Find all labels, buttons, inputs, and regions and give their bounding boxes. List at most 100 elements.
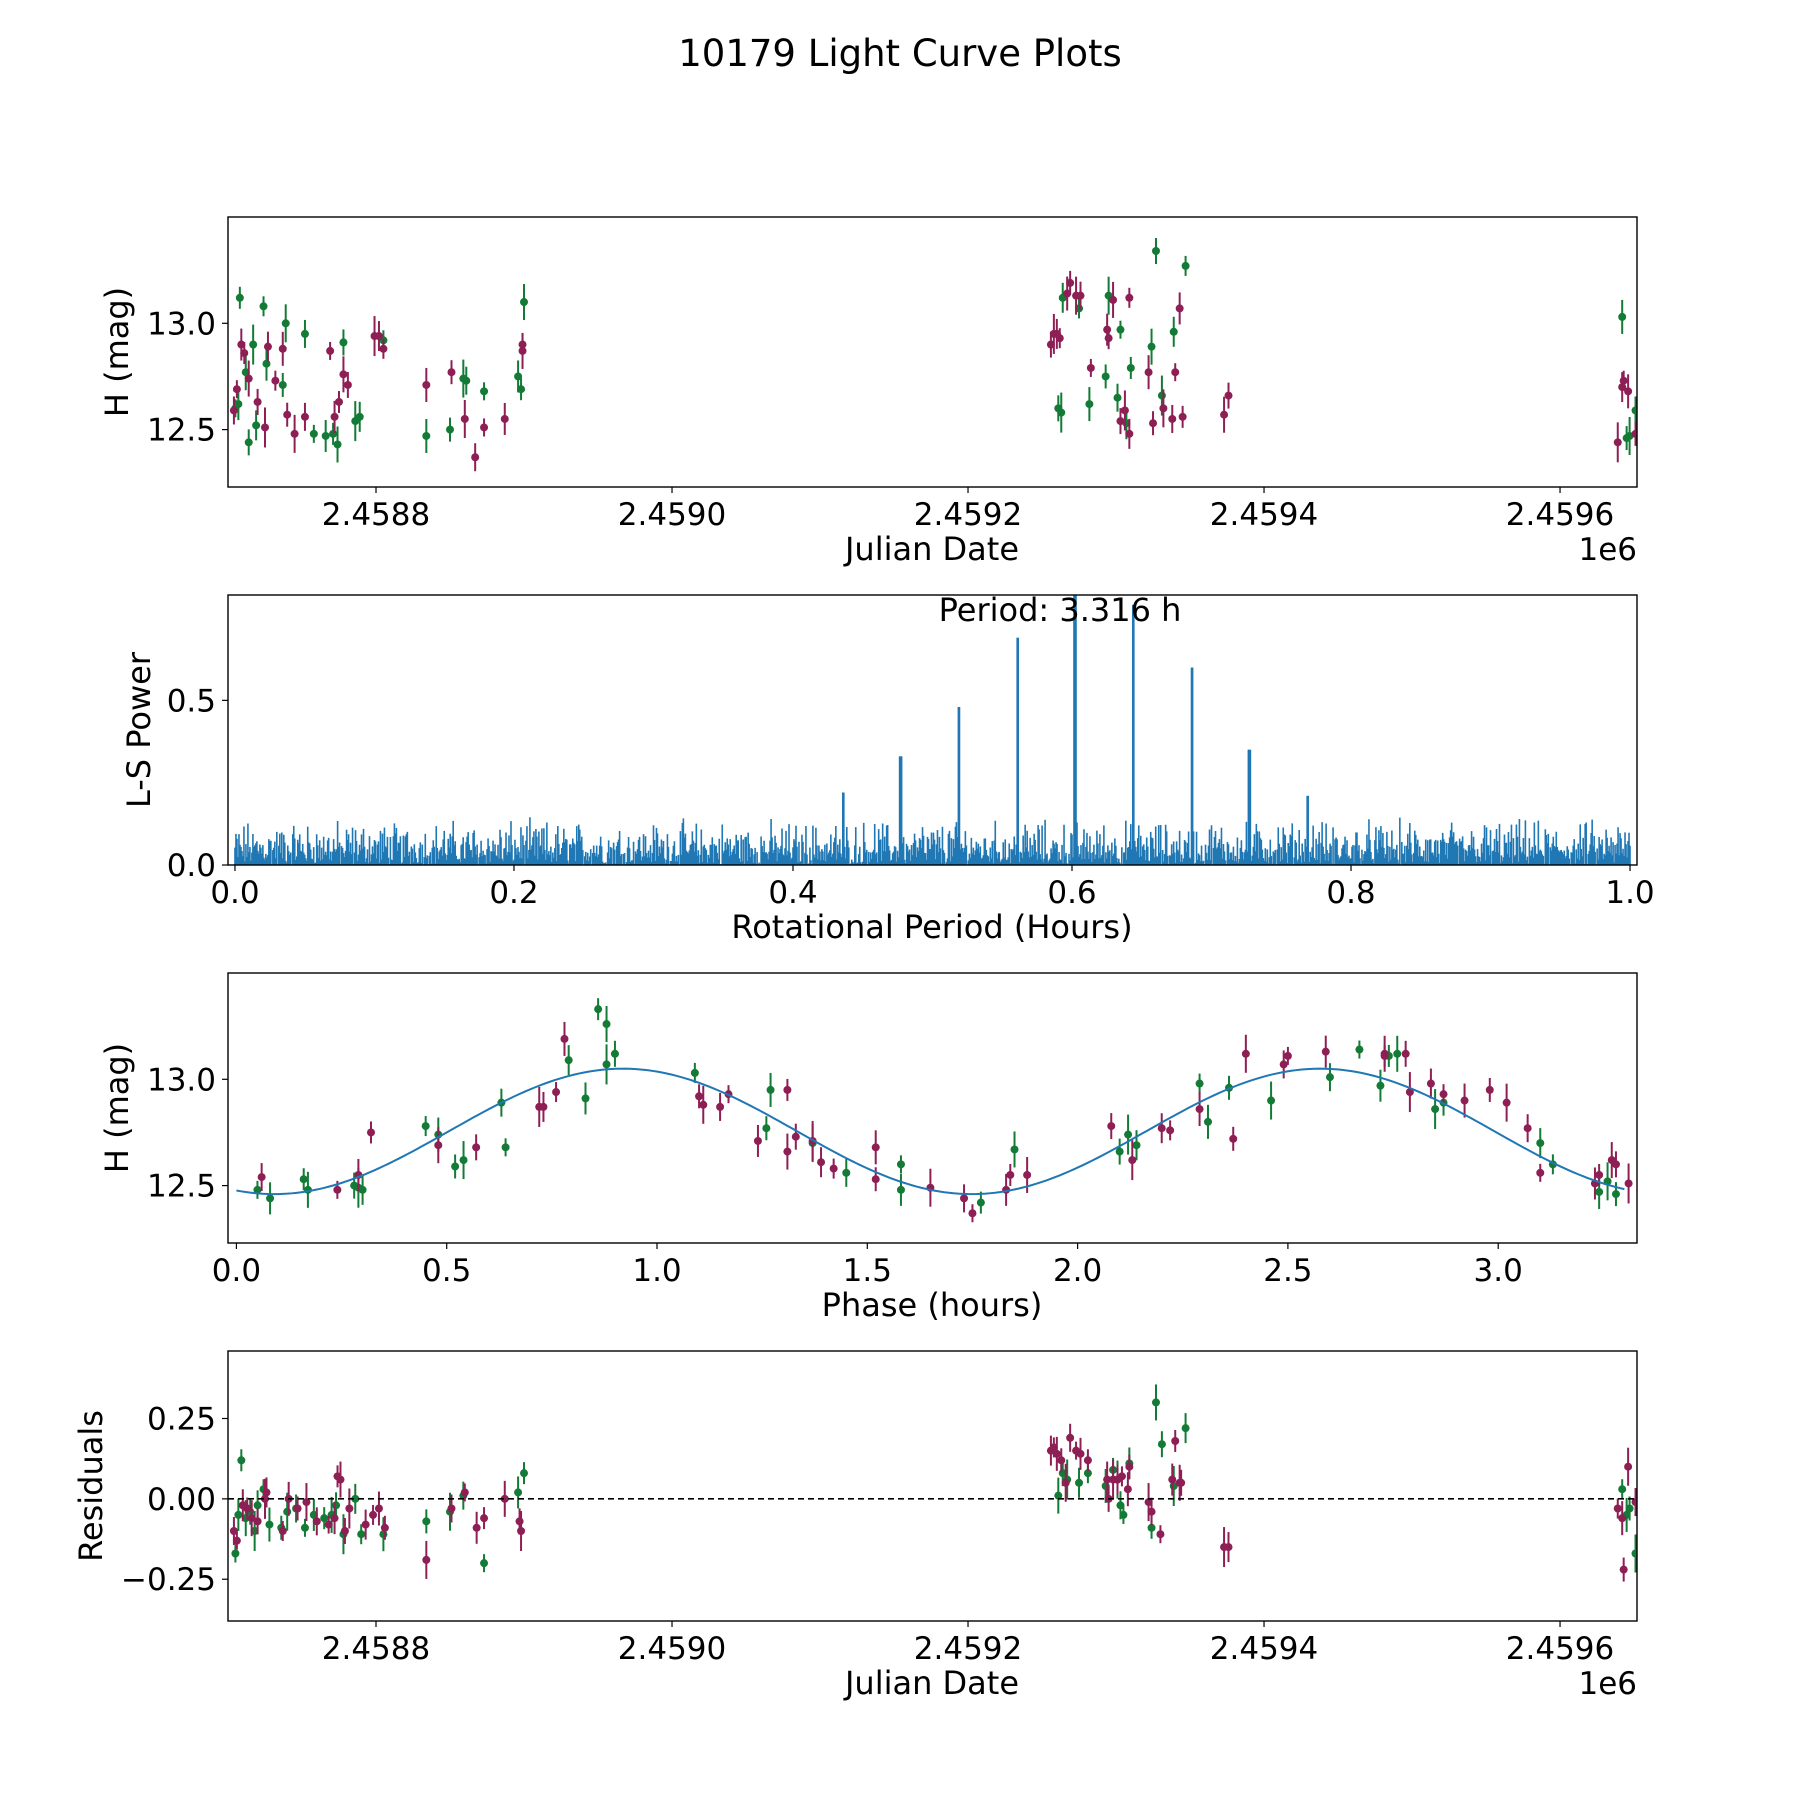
- green-data-point: [421, 1122, 430, 1131]
- green-data-point: [610, 1049, 619, 1058]
- green-data-point: [1115, 1147, 1124, 1156]
- green-data-point: [1181, 1424, 1190, 1433]
- green-data-point: [300, 1523, 309, 1532]
- green-data-point: [244, 438, 253, 447]
- y-tick-label: 0.5: [167, 683, 216, 719]
- x-tick-label: 2.4594: [1210, 1631, 1318, 1667]
- phase-axes-frame: [227, 972, 1638, 1244]
- green-data-point: [234, 1510, 243, 1519]
- periodogram-line: [234, 595, 1631, 865]
- magenta-data-point: [1224, 1543, 1233, 1552]
- green-data-point: [602, 1060, 611, 1069]
- x-tick-label: 2.4596: [1506, 497, 1614, 533]
- magenta-data-point: [1159, 404, 1168, 413]
- periodogram-xlabel: Rotational Period (Hours): [731, 908, 1132, 946]
- green-data-point: [1116, 325, 1125, 334]
- magenta-data-point: [1168, 414, 1177, 423]
- green-data-point: [231, 1549, 240, 1558]
- x-tick-label: 2.4590: [618, 497, 726, 533]
- green-data-point: [1119, 1510, 1128, 1519]
- magenta-data-point: [1066, 278, 1075, 287]
- green-data-point: [234, 400, 243, 409]
- magenta-data-point: [262, 1488, 271, 1497]
- magenta-data-point: [1536, 1168, 1545, 1177]
- magenta-data-point: [240, 349, 249, 358]
- lightcurve-axes-frame: [227, 216, 1638, 488]
- residuals-ylabel: Residuals: [72, 1410, 110, 1562]
- magenta-data-point: [263, 342, 272, 351]
- green-data-point: [1631, 1549, 1637, 1558]
- magenta-data-point: [244, 374, 253, 383]
- green-data-point: [480, 387, 489, 396]
- magenta-data-point: [257, 1173, 266, 1182]
- magenta-data-point: [1426, 1079, 1435, 1088]
- magenta-data-point: [1624, 1179, 1633, 1188]
- green-data-point: [1376, 1081, 1385, 1090]
- green-data-point: [564, 1056, 573, 1065]
- magenta-data-point: [471, 453, 480, 462]
- magenta-data-point: [1618, 1514, 1627, 1523]
- magenta-data-point: [1619, 376, 1628, 385]
- magenta-data-point: [871, 1175, 880, 1184]
- green-data-point: [278, 380, 287, 389]
- sinusoid-fit-curve: [236, 1067, 1625, 1196]
- magenta-data-point: [229, 406, 238, 415]
- x-tick-label: 2.4594: [1210, 497, 1318, 533]
- magenta-data-point: [1149, 419, 1158, 428]
- x-tick-label: 2.5: [1263, 1253, 1312, 1289]
- green-data-point: [321, 431, 330, 440]
- x-tick-label: 0.8: [1326, 875, 1375, 911]
- x-tick-label: 2.4588: [322, 497, 430, 533]
- green-data-point: [1083, 1469, 1092, 1478]
- magenta-data-point: [1283, 1051, 1292, 1060]
- green-data-point: [1625, 1504, 1634, 1513]
- green-data-point: [265, 1520, 274, 1529]
- green-data-point: [253, 1501, 262, 1510]
- figure-title: 10179 Light Curve Plots: [678, 32, 1122, 75]
- magenta-data-point: [1439, 1090, 1448, 1099]
- green-data-point: [446, 425, 455, 434]
- green-data-point: [1132, 1141, 1141, 1150]
- green-data-point: [451, 1162, 460, 1171]
- magenta-data-point: [500, 1494, 509, 1503]
- green-data-point: [1393, 1049, 1402, 1058]
- magenta-data-point: [1460, 1096, 1469, 1105]
- magenta-data-point: [1195, 1105, 1204, 1114]
- green-data-point: [259, 302, 268, 311]
- y-tick-label: 13.0: [147, 1062, 216, 1098]
- green-data-point: [1057, 408, 1066, 417]
- magenta-data-point: [1052, 1449, 1061, 1458]
- green-data-point: [766, 1085, 775, 1094]
- magenta-data-point: [1109, 295, 1118, 304]
- green-data-point: [249, 340, 258, 349]
- magenta-data-point: [1168, 1475, 1177, 1484]
- green-data-point: [1126, 363, 1135, 372]
- magenta-data-point: [1171, 368, 1180, 377]
- x-tick-label: 0.2: [489, 875, 538, 911]
- green-data-point: [896, 1185, 905, 1194]
- x-tick-label: 2.0: [1053, 1253, 1102, 1289]
- magenta-data-point: [1595, 1170, 1604, 1179]
- residuals-offset-label: 1e6: [1578, 1666, 1637, 1702]
- x-tick-label: 2.4596: [1506, 1631, 1614, 1667]
- green-data-point: [1618, 312, 1627, 321]
- magenta-data-point: [695, 1092, 704, 1101]
- lightcurve-ticks: 2.4588 2.4590 2.4592 2.4594 2.4596 12.5 13.0: [147, 306, 1614, 533]
- magenta-data-point: [1123, 1485, 1132, 1494]
- magenta-data-point: [871, 1143, 880, 1152]
- magenta-data-point: [460, 1488, 469, 1497]
- y-tick-label: −0.25: [121, 1562, 216, 1598]
- magenta-data-point: [312, 1517, 321, 1526]
- green-data-point: [422, 431, 431, 440]
- green-data-point: [1010, 1145, 1019, 1154]
- x-tick-label: 2.4590: [618, 1631, 726, 1667]
- green-data-point: [357, 1530, 366, 1539]
- green-data-point: [266, 1194, 275, 1203]
- green-data-point: [1157, 1440, 1166, 1449]
- magenta-data-point: [422, 1555, 431, 1564]
- magenta-data-point: [343, 380, 352, 389]
- magenta-data-point: [500, 414, 509, 423]
- magenta-data-point: [335, 397, 344, 406]
- green-data-point: [1085, 400, 1094, 409]
